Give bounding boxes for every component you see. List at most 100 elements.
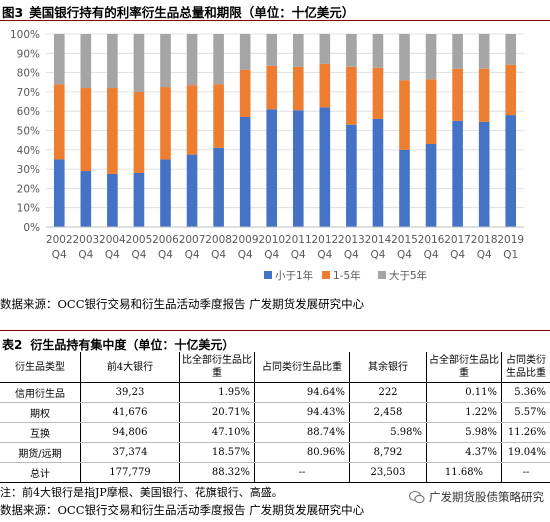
table-top-rule [0,330,550,331]
table-title-text: 衍生品持有集中度（单位：十亿美元） [30,338,235,352]
cell-top4-share-same: 80.96% [254,442,350,463]
x-tick-label: 2014 [365,234,392,246]
bar-segment [213,147,224,227]
bar-segment [425,34,437,80]
bar-segment [213,84,224,148]
cell-others-share-all: 0.11% [426,382,502,403]
wechat-icon [409,490,425,504]
bar-segment [107,34,118,89]
bar-segment [399,80,410,150]
cell-type: 总计 [0,462,81,483]
x-tick-label: Q4 [370,249,385,261]
y-tick-label: 0% [23,222,40,234]
table-number: 表2 [2,338,23,352]
figure-title-text: 美国银行持有的利率衍生品总量和期限（单位：十亿美元） [29,5,355,20]
header-type: 衍生品类型 [0,352,81,383]
bar-segment [186,34,198,86]
x-tick-label: 2008 [205,234,232,246]
cell-top4: 94,806 [80,422,180,443]
x-tick-label: 2019 [497,234,524,246]
bar-segment [239,34,251,70]
x-tick-label: Q4 [78,249,93,261]
cell-others: 8,792 [349,442,427,463]
x-tick-label: 2010 [258,234,285,246]
bar-segment [346,34,357,67]
table-header-row: 衍生品类型 前4大银行 比全部衍生品比重 占同类衍生品比重 其余银行 占全部衍生… [0,352,550,383]
chart-source-note: 数据来源：OCC银行交易和衍生品活动季度报告 广发期货发展研究中心 [0,297,365,311]
x-tick-label: 2009 [232,234,259,246]
cell-top4-share-all: 47.10% [179,422,255,443]
cell-type: 期权 [0,402,81,423]
header-top4-share-all: 比全部衍生品比重 [179,352,255,383]
bar-segment [346,66,357,125]
cell-top4-share-all: 20.71% [179,402,255,423]
cell-others-share-same: 11.26% [501,422,550,443]
x-tick-label: Q4 [264,249,279,261]
bar-segment [478,68,490,122]
watermark-text: 广发期货股债策略研究 [429,490,544,504]
x-tick-label: Q4 [450,249,465,261]
bar-segment [213,34,224,85]
x-tick-label: Q4 [131,249,146,261]
bar-segment [346,124,357,227]
figure-number: 图3 [2,5,24,20]
cell-top4-share-all: 18.57% [179,442,255,463]
cell-others: 5.98% [349,422,427,443]
x-tick-label: 2015 [391,234,418,246]
cell-type: 期货/远期 [0,442,81,463]
bar-segment [160,87,171,160]
cell-top4-share-all: 1.95% [179,382,255,403]
bar-segment [425,144,437,227]
cell-top4: 41,676 [80,402,180,423]
bar-segment [160,159,171,227]
bar-segment [186,154,198,227]
table-title: 表2 衍生品持有集中度（单位：十亿美元） [2,336,234,353]
y-tick-label: 20% [17,183,40,195]
x-tick-label: 2011 [285,234,312,246]
bar-segment [399,34,410,81]
x-tick-label: Q4 [211,249,226,261]
concentration-table: 衍生品类型 前4大银行 比全部衍生品比重 占同类衍生品比重 其余银行 占全部衍生… [0,352,550,483]
bar-segment [425,79,437,145]
cell-others-share-same: 5.36% [501,382,550,403]
bar-segment [107,88,118,174]
x-tick-label: 2017 [444,234,471,246]
x-tick-label: Q4 [291,249,306,261]
cell-others: 222 [349,382,427,403]
x-tick-label: 2005 [126,234,153,246]
x-tick-label: 2018 [471,234,498,246]
bar-segment [53,34,65,85]
x-tick-label: 2007 [179,234,206,246]
bar-segment [319,63,331,108]
x-tick-label: 2016 [418,234,445,246]
legend-swatch [322,271,330,279]
cell-others-share-all: 1.22% [426,402,502,423]
bar-segment [80,88,92,172]
x-tick-label: Q4 [158,249,173,261]
y-tick-label: 10% [17,203,40,215]
cell-others-share-same: -- [501,462,550,483]
y-tick-label: 40% [17,145,40,157]
table-row: 期货/远期 37,374 18.57% 80.96% 8,792 4.37% 1… [0,442,550,463]
bar-segment [80,171,92,227]
header-top4: 前4大银行 [80,352,180,383]
table-row: 期权 41,676 20.71% 94.43% 2,458 1.22% 5.57… [0,402,550,423]
header-top4-share-same: 占同类衍生品比重 [254,352,350,383]
bar-segment [107,173,118,227]
figure-title: 图3 美国银行持有的利率衍生品总量和期限（单位：十亿美元） [2,2,354,21]
y-tick-label: 90% [17,48,40,60]
bar-segment [53,84,65,160]
stacked-bar-chart: 0% 10% 20% 30% 40% 50% 60% 70% 80% 90% 100% 2002 Q4 2… [10,29,524,282]
header-others-share-all: 占全部衍生品比重 [426,352,502,383]
bar-segment [133,34,145,92]
bar-segment [292,110,304,227]
header-others: 其余银行 [349,352,427,383]
cell-others-share-all: 5.98% [426,422,502,443]
bar-segment [319,34,331,64]
table-row: 互换 94,806 47.10% 88.74% 5.98% 5.98% 11.2… [0,422,550,443]
bar-segment [239,69,251,117]
bar-segment [133,172,145,227]
bar-segment [372,34,384,68]
figure-title-rule [0,20,550,21]
bar-segment [505,34,517,65]
